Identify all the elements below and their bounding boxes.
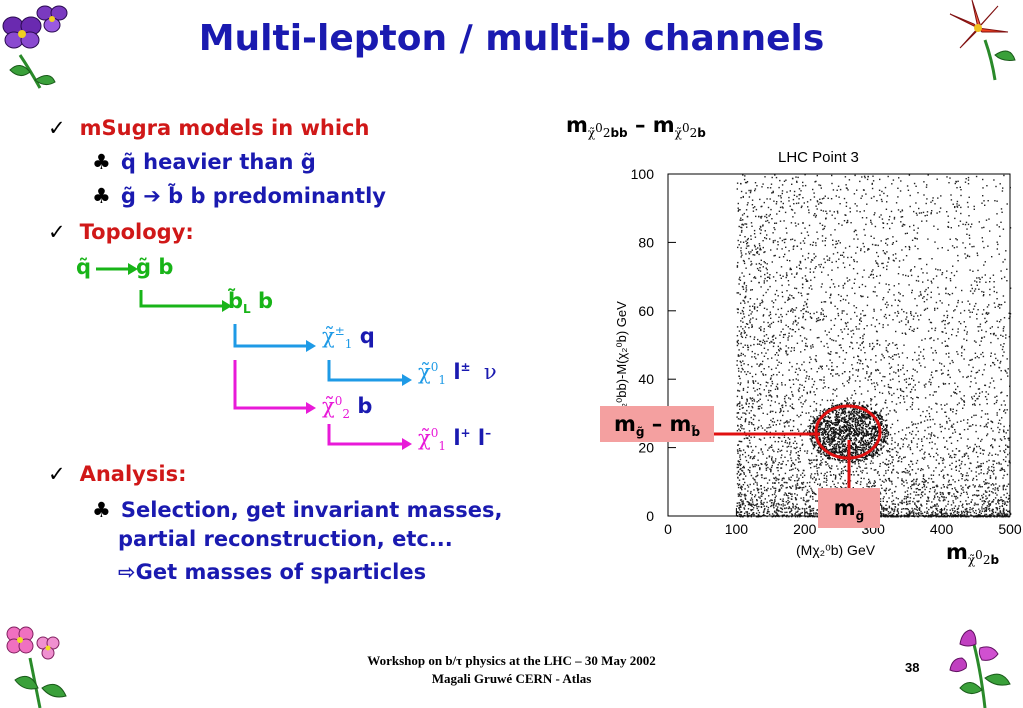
checkmark-icon: ✓ xyxy=(48,116,66,140)
x-tick-label: 500 xyxy=(998,521,1022,537)
footer-workshop: Workshop on b/τ physics at the LHC – 30 … xyxy=(367,653,656,668)
arrow-sbottom-neutralino2 xyxy=(233,360,316,414)
bullet-topology: ✓ Topology: xyxy=(48,220,194,244)
y-tick-label: 0 xyxy=(646,508,654,524)
chargino-label: χ̃±1 q xyxy=(322,324,375,352)
neutralino1-lepton-nu-label: χ̃01 l± ν xyxy=(418,360,497,388)
y-axis-label: M(χ₂⁰bb)-M(χ₂⁰b) GeV xyxy=(614,301,629,430)
arrow-squark-gluino xyxy=(96,263,138,275)
sub-bullet-predominantly: ♣ g̃ ➔ b̃ b predominantly xyxy=(92,184,386,208)
x-tick-label: 0 xyxy=(664,521,672,537)
sub-bullet-text: b̃ b predominantly xyxy=(168,184,386,208)
y-tick-label: 80 xyxy=(638,234,654,250)
club-icon: ♣ xyxy=(92,150,111,174)
neutralino1-dilepton-label: χ̃01 l+ l– xyxy=(418,426,492,454)
y-tick-label: 20 xyxy=(638,440,654,456)
x-axis-label: (Mχ₂⁰b) GeV xyxy=(796,542,876,558)
x-tick-label: 400 xyxy=(930,521,954,537)
mass-difference-box: mg̃ – mb̃ xyxy=(600,406,714,442)
sub-bullet-selection-cont: partial reconstruction, etc... xyxy=(118,527,453,551)
plot-bottom-label: mχ̃02b xyxy=(946,540,1000,568)
sub-bullet-masses: ⇨Get masses of sparticles xyxy=(118,560,427,584)
bullet-text: Analysis: xyxy=(79,462,187,486)
squark-label: q̃ xyxy=(76,255,92,279)
scatter-plot: LHC Point 3 0 100 200 300 400 500020406080100… xyxy=(614,149,1022,558)
arrow-gluino-sbottom xyxy=(139,290,232,312)
lily-flower-icon xyxy=(949,0,1016,81)
gluino-symbol: g̃ xyxy=(120,184,136,208)
bullet-text: Topology: xyxy=(79,220,194,244)
page-number: 38 xyxy=(905,660,920,675)
y-tick-label: 40 xyxy=(638,371,654,387)
bullet-text: mSugra models in which xyxy=(79,116,370,140)
slide-title: Multi-lepton / multi-b channels xyxy=(198,18,825,59)
sub-bullet-text: q̃ heavier than g̃ xyxy=(120,150,316,174)
footer: Workshop on b/τ physics at the LHC – 30 … xyxy=(0,652,1023,688)
sub-bullet-heavier: ♣ q̃ heavier than g̃ xyxy=(92,150,316,174)
club-icon: ♣ xyxy=(92,184,111,208)
arrow-sbottom-chargino xyxy=(233,324,316,352)
bullet-analysis: ✓ Analysis: xyxy=(48,462,186,486)
violet-flower-icon xyxy=(2,5,68,89)
y-tick-label: 60 xyxy=(638,303,654,319)
bellflower-icon xyxy=(949,629,1011,708)
arrow-chargino-neutralino xyxy=(327,360,412,386)
scatter-points xyxy=(736,174,1012,518)
right-arrow-icon: ➔ xyxy=(143,184,161,208)
x-tick-label: 100 xyxy=(725,521,749,537)
plot-top-label: mχ̃02bb – mχ̃02b xyxy=(566,113,706,141)
gluino-mass-box: mg̃ xyxy=(818,488,880,528)
plot-title: LHC Point 3 xyxy=(778,149,859,166)
footer-author: Magali Gruwé CERN - Atlas xyxy=(431,671,592,686)
y-tick-label: 100 xyxy=(631,166,655,182)
club-icon: ♣ xyxy=(92,498,111,522)
checkmark-icon: ✓ xyxy=(48,462,66,486)
checkmark-icon: ✓ xyxy=(48,220,66,244)
gluino-b-label: g̃ b xyxy=(136,255,174,279)
neutralino2-label: χ̃02 b xyxy=(322,394,373,422)
arrow-neutralino2-neutralino1 xyxy=(327,424,412,450)
sbottom-label: b̃L b xyxy=(228,289,274,317)
hollow-arrow-icon: ⇨ xyxy=(118,560,136,584)
pink-flower-icon xyxy=(6,626,67,708)
sub-bullet-selection: ♣ Selection, get invariant masses, xyxy=(92,498,502,522)
bullet-msugra: ✓ mSugra models in which xyxy=(48,116,369,140)
sub-bullet-text: Selection, get invariant masses, xyxy=(120,498,503,522)
x-tick-label: 200 xyxy=(793,521,817,537)
